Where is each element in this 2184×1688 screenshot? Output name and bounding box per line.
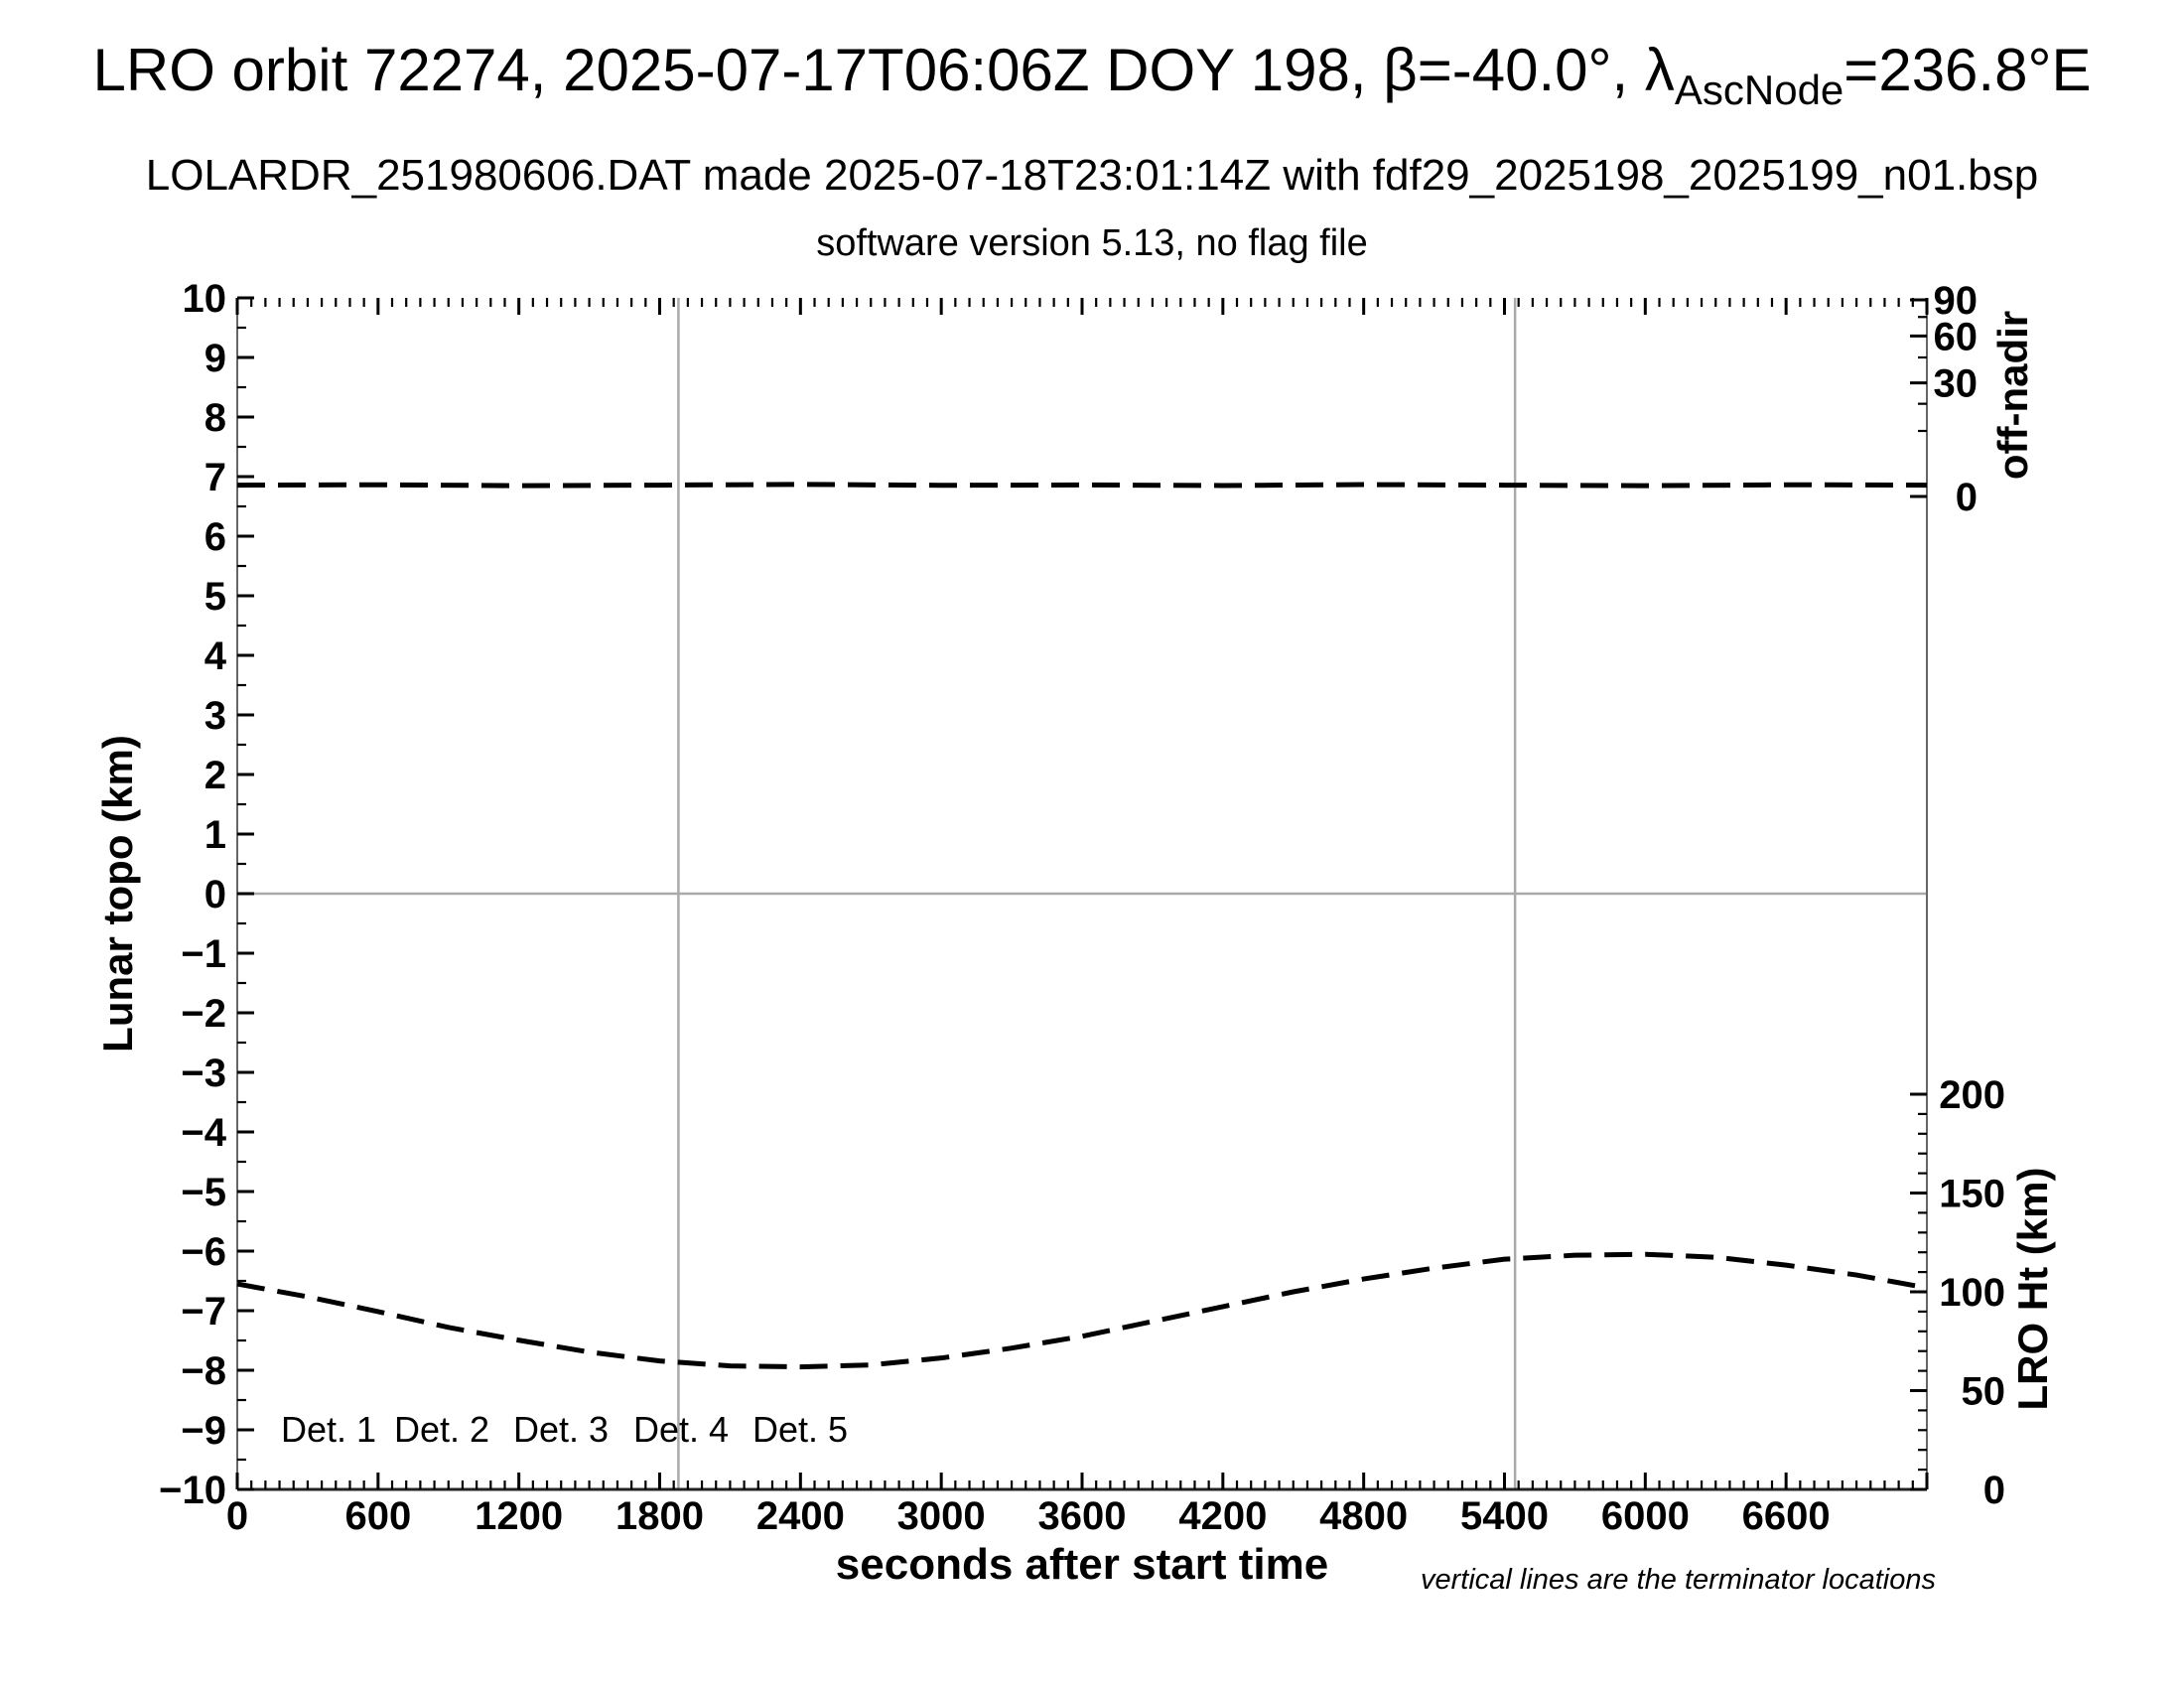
- x-tick-label: 5400: [1460, 1494, 1549, 1538]
- left-tick-label: 4: [205, 634, 227, 678]
- left-tick-label: 0: [205, 873, 226, 916]
- left-tick-label: 8: [205, 396, 226, 440]
- left-tick-label: −2: [181, 992, 226, 1036]
- left-tick-label: −1: [181, 932, 226, 976]
- x-tick-label: 4200: [1178, 1494, 1267, 1538]
- x-tick-label: 600: [344, 1494, 411, 1538]
- left-tick-label: −9: [181, 1409, 226, 1453]
- plot-title-prefix: LRO orbit 72274, 2025-07-17T06:06Z DOY 1…: [92, 37, 1675, 103]
- lroht-tick-label: 0: [1983, 1469, 2005, 1512]
- legend-item-det5: Det. 5: [752, 1409, 848, 1450]
- plot-subtitle-filename: LOLARDR_251980606.DAT made 2025-07-18T23…: [145, 151, 2039, 200]
- left-tick-label: 3: [205, 694, 226, 738]
- legend-item-det3: Det. 3: [513, 1409, 609, 1450]
- grid-layer: [237, 298, 1927, 1489]
- legend-item-det4: Det. 4: [633, 1409, 729, 1450]
- plot-title-subscript: AscNode: [1674, 67, 1844, 113]
- left-tick-label: −3: [181, 1052, 226, 1095]
- left-tick-label: 1: [205, 813, 226, 857]
- left-tick-label: 10: [183, 277, 227, 321]
- offnadir-tick-label: 30: [1934, 362, 1979, 406]
- left-tick-label: 9: [205, 337, 226, 380]
- x-tick-label: 0: [226, 1494, 248, 1538]
- lroht-tick-label: 150: [1939, 1173, 2005, 1216]
- lroht-tick-label: 50: [1962, 1370, 2006, 1414]
- tick-labels-layer: 0 600 1200 1800 2400 3000 3600 4200 4800 5400 6000…: [159, 277, 2005, 1538]
- left-tick-label: −4: [181, 1111, 226, 1155]
- legend: Det. 1 Det. 2 Det. 3 Det. 4 Det. 5: [281, 1409, 848, 1450]
- left-tick-label: −6: [181, 1230, 226, 1274]
- left-axis-label: Lunar topo (km): [94, 735, 141, 1053]
- left-tick-label: −5: [181, 1171, 226, 1214]
- data-series-layer: [236, 482, 1928, 1370]
- x-tick-label: 3600: [1038, 1494, 1127, 1538]
- x-tick-label: 6600: [1742, 1494, 1831, 1538]
- left-tick-label: −7: [181, 1290, 226, 1334]
- left-tick-label: 2: [205, 754, 226, 797]
- plot-title: LRO orbit 72274, 2025-07-17T06:06Z DOY 1…: [0, 38, 2184, 113]
- legend-item-det2: Det. 2: [394, 1409, 489, 1450]
- left-tick-label: −10: [159, 1469, 226, 1512]
- offnadir-tick-label: 60: [1934, 315, 1979, 358]
- x-tick-label: 4800: [1319, 1494, 1408, 1538]
- plot-title-suffix: =236.8°E: [1843, 37, 2092, 103]
- offnadir-tick-label: 90: [1934, 279, 1979, 323]
- x-axis-label: seconds after start time: [836, 1540, 1328, 1589]
- plot-subtitle-version: software version 5.13, no flag file: [816, 222, 1368, 264]
- offnadir-series-line: [236, 482, 1928, 489]
- offnadir-axis-label: off-nadir: [1989, 311, 2036, 480]
- x-tick-label: 1800: [615, 1494, 704, 1538]
- ticks-layer: [235, 296, 1929, 1491]
- lroht-axis-label: LRO Ht (km): [2009, 1168, 2056, 1411]
- x-tick-label: 1200: [475, 1494, 563, 1538]
- x-tick-label: 2400: [756, 1494, 845, 1538]
- left-tick-label: 7: [205, 456, 226, 499]
- terminator-note: vertical lines are the terminator locati…: [1421, 1564, 1936, 1596]
- left-tick-label: −8: [181, 1349, 226, 1393]
- lro-height-series-line: [236, 1251, 1928, 1370]
- legend-item-det1: Det. 1: [281, 1409, 376, 1450]
- left-tick-label: 6: [205, 515, 226, 559]
- lroht-tick-label: 100: [1939, 1271, 2005, 1315]
- left-tick-label: 5: [205, 575, 226, 619]
- x-tick-label: 6000: [1601, 1494, 1690, 1538]
- x-tick-label: 3000: [897, 1494, 986, 1538]
- offnadir-tick-label: 0: [1956, 476, 1978, 519]
- lroht-tick-label: 200: [1939, 1073, 2005, 1117]
